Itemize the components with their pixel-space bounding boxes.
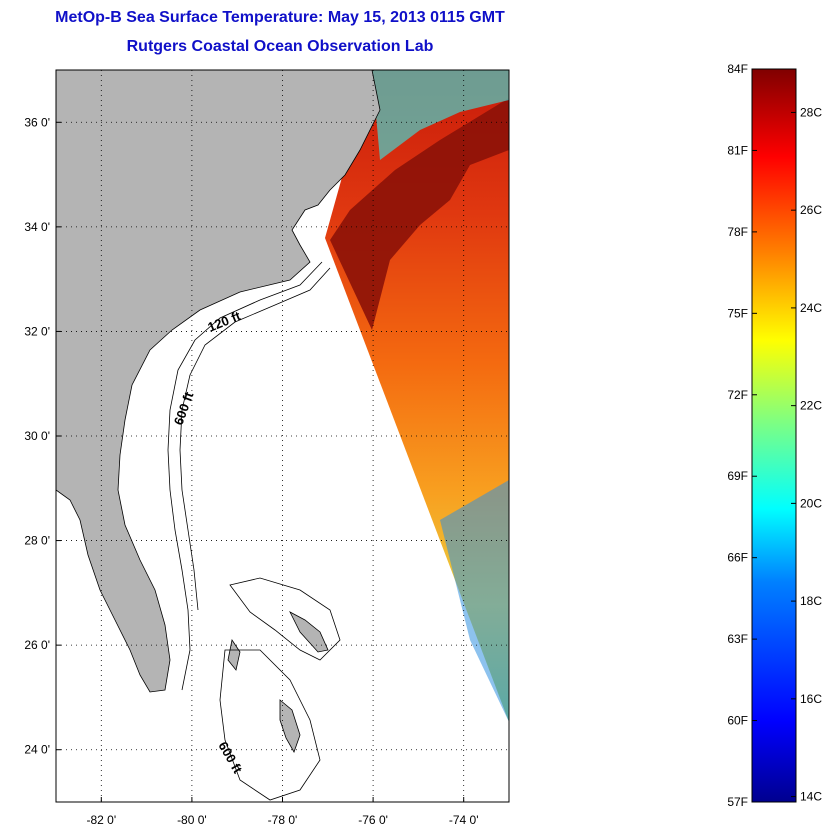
lat-tick-label: 30 0' (24, 429, 50, 443)
colorbar-c-label: 24C (800, 301, 822, 315)
colorbar-c-label: 22C (800, 399, 822, 413)
colorbar-f-label: 63F (727, 632, 748, 646)
cool-inshore-water (372, 70, 509, 160)
figure-title: MetOp-B Sea Surface Temperature: May 15,… (55, 9, 505, 26)
lon-tick-label: -76 0' (358, 813, 388, 827)
colorbar-c-label: 14C (800, 790, 822, 804)
lon-tick-label: -78 0' (268, 813, 298, 827)
colorbar-f-label: 81F (727, 143, 748, 157)
colorbar-f-label: 72F (727, 388, 748, 402)
colorbar-f-label: 69F (727, 469, 748, 483)
colorbar-gradient (751, 68, 797, 803)
map-axes: -82 0' -80 0' -78 0' -76 0' -74 0' 36 0' 34 0'… (24, 115, 478, 827)
gulf-stream-warm-core (330, 98, 509, 330)
lon-tick-label: -80 0' (177, 813, 207, 827)
colorbar-f-label: 66F (727, 551, 748, 565)
colorbar-f-label: 57F (727, 795, 748, 809)
colorbar-ticks: 84F 81F 78F 75F 72F 69F 66F 63F 60F 57F 28C 26C 24C 2… (727, 62, 822, 809)
colorbar-f-label: 84F (727, 62, 748, 76)
figure-subtitle: Rutgers Coastal Ocean Observation Lab (127, 38, 434, 55)
colorbar-c-label: 26C (800, 203, 822, 217)
colorbar-c-label: 16C (800, 692, 822, 706)
lat-tick-label: 36 0' (24, 115, 50, 129)
map-grid (56, 70, 509, 802)
us-east-coast-land (56, 70, 381, 693)
lat-tick-label: 26 0' (24, 638, 50, 652)
colorbar-f-label: 75F (727, 306, 748, 320)
lat-tick-label: 32 0' (24, 324, 50, 338)
colorbar-c-label: 20C (800, 496, 822, 510)
colorbar-f-label: 78F (727, 225, 748, 239)
isobath-600ft (179, 267, 331, 611)
lat-tick-label: 24 0' (24, 743, 50, 757)
lat-tick-label: 28 0' (24, 534, 50, 548)
lon-tick-label: -74 0' (449, 813, 479, 827)
lat-tick-label: 34 0' (24, 220, 50, 234)
isobath-bahamas (219, 577, 341, 801)
colorbar-c-label: 28C (800, 105, 822, 119)
bahamas-land (227, 611, 329, 753)
colorbar-f-label: 60F (727, 714, 748, 728)
lon-tick-label: -82 0' (86, 813, 116, 827)
map-panel: 120 ft 600 ft 600 ft (56, 70, 509, 802)
colorbar-c-label: 18C (800, 594, 822, 608)
colorbar: 84F 81F 78F 75F 72F 69F 66F 63F 60F 57F 28C 26C 24C 2… (727, 62, 822, 809)
isobath-120ft (167, 261, 323, 691)
